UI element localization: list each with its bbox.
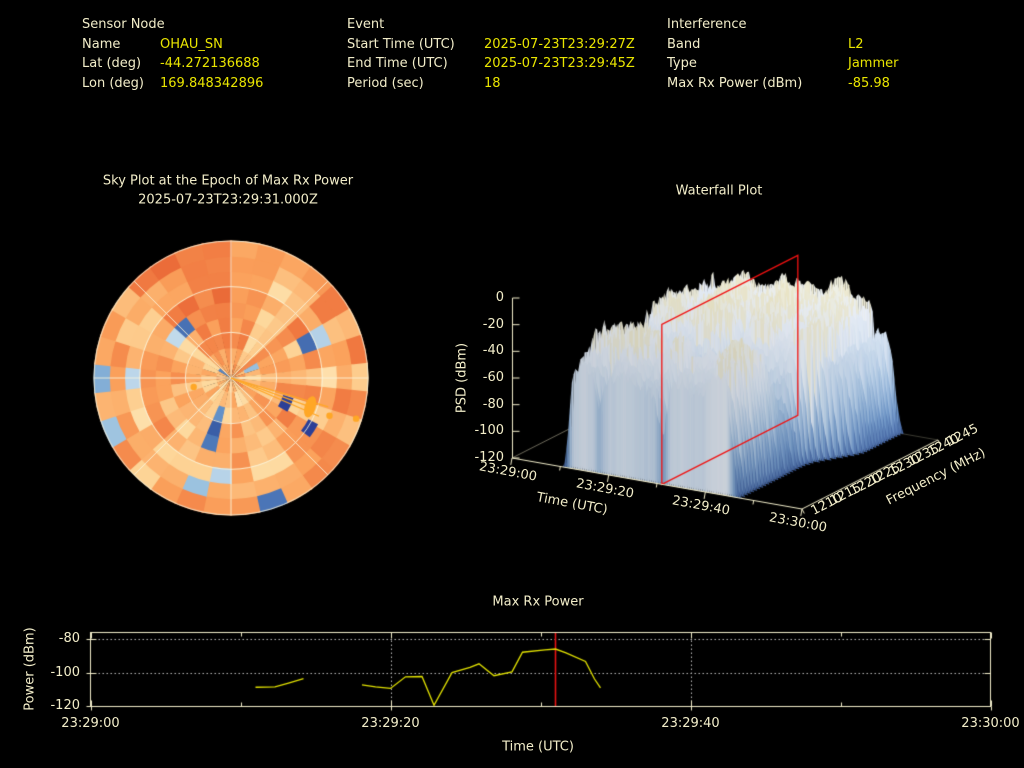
figure-canvas [0, 0, 1024, 768]
